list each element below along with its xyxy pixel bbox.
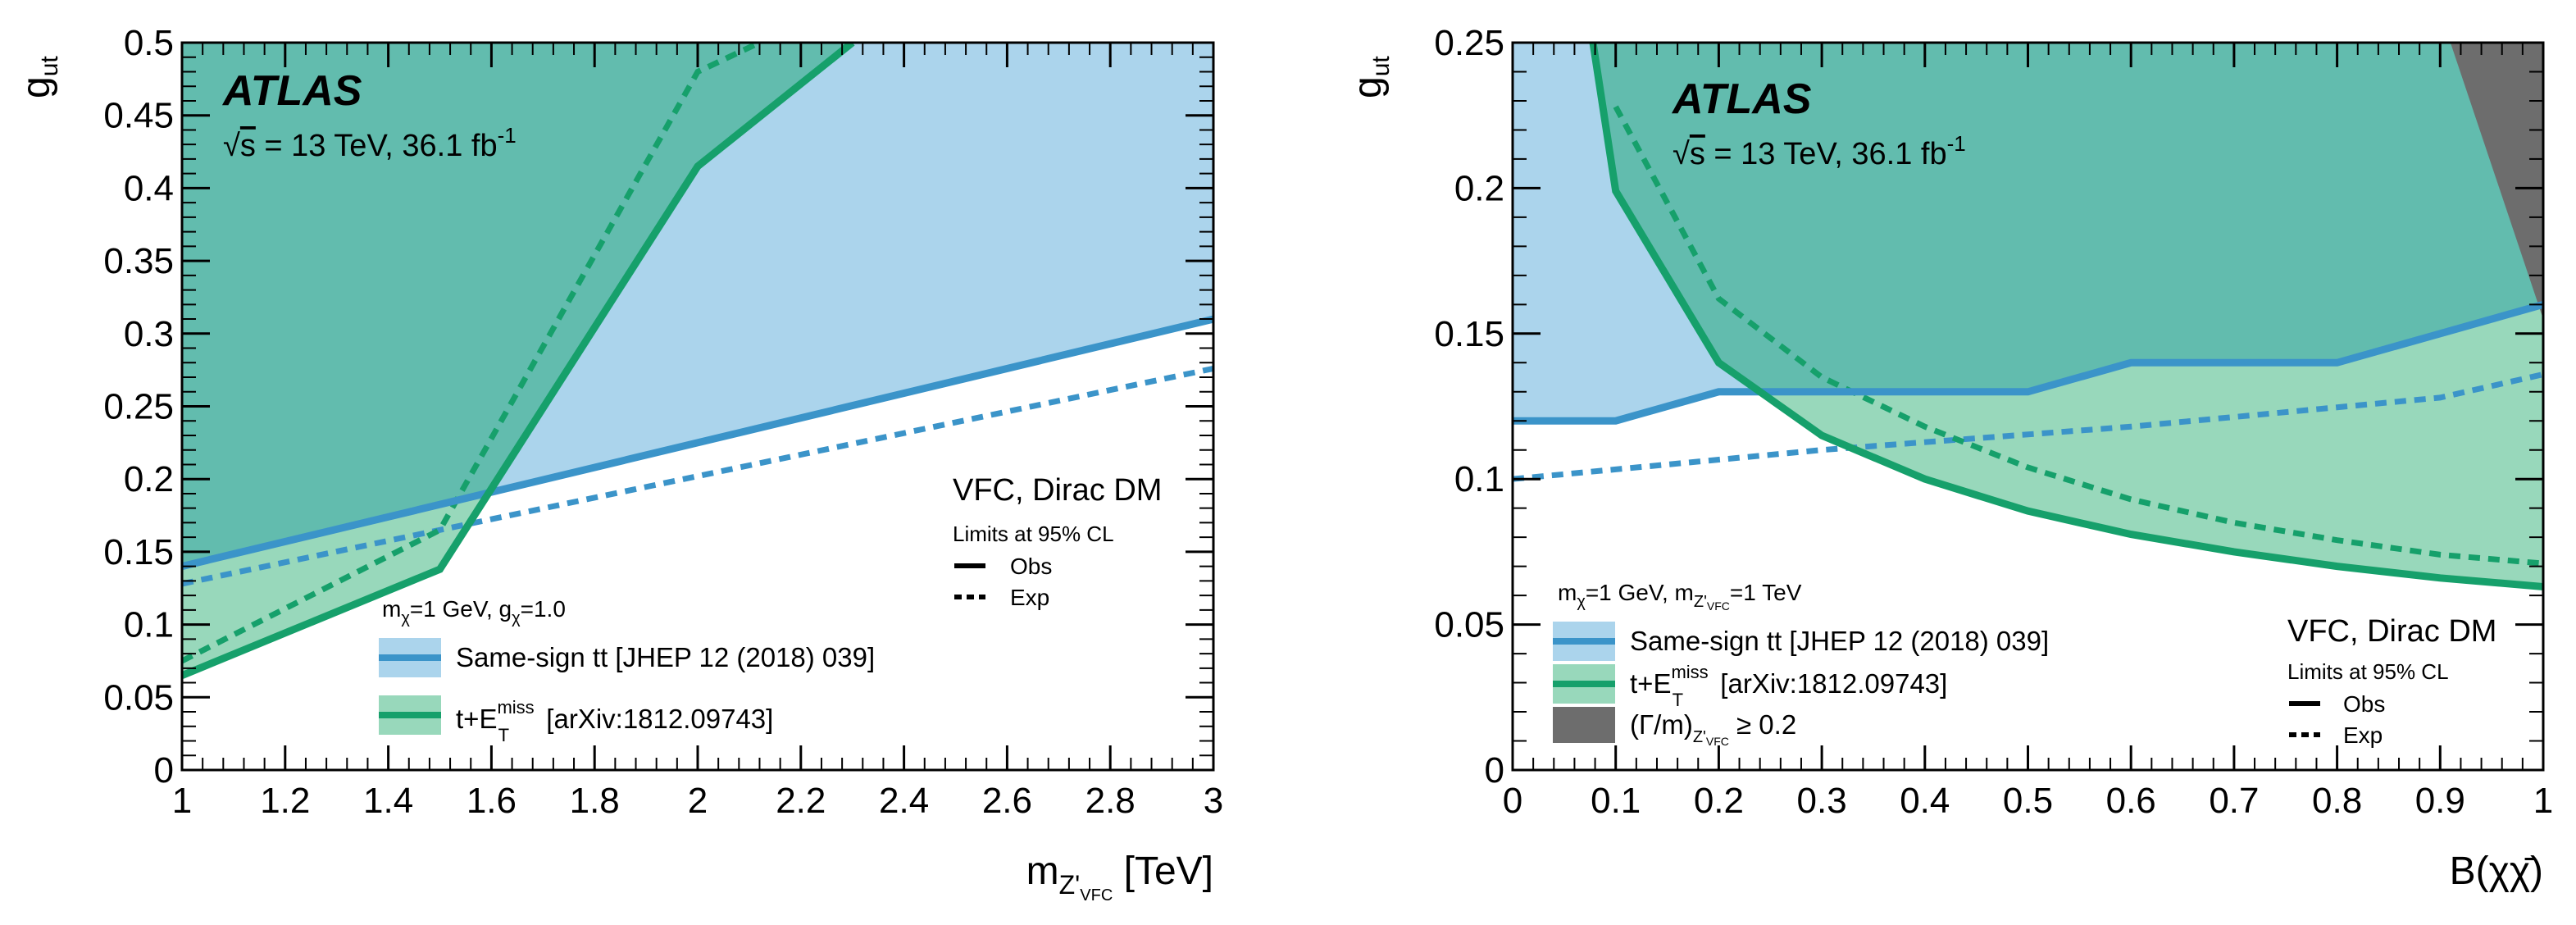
x-tick-label: 1.8 bbox=[570, 781, 620, 821]
model-label: VFC, Dirac DM bbox=[2287, 614, 2496, 649]
left-chart: 1 1.2 1.4 1.6 1.8 2 2.2 2.4 2.6 2.8 3 0 0.05 0.1 0.15 0… bbox=[15, 23, 1223, 904]
y-tick-label: 0.1 bbox=[124, 605, 174, 645]
right-chart: 0 0.1 0.2 0.3 0.4 0.5 0.6 0.7 0.8 0.9 1 0 0.05 0.1 0.1… bbox=[1346, 23, 2553, 893]
x-axis-title: B(χχ̄) bbox=[2450, 850, 2543, 893]
y-tick-label: 0.25 bbox=[1434, 23, 1504, 63]
y-tick-label: 0.15 bbox=[103, 532, 174, 572]
exp-legend-label: Exp bbox=[1010, 585, 1049, 610]
overlap-excluded-area bbox=[182, 43, 853, 567]
samesign-legend-label: Same-sign tt [JHEP 12 (2018) 039] bbox=[1630, 626, 2049, 656]
axis-ticks: 1 1.2 1.4 1.6 1.8 2 2.2 2.4 2.6 2.8 3 0 0.05 0.1 0.15 0… bbox=[103, 23, 1223, 821]
x-tick-label: 2 bbox=[688, 781, 708, 821]
y-tick-label: 0.4 bbox=[124, 168, 174, 208]
x-tick-label: 0.5 bbox=[2003, 781, 2053, 821]
x-tick-label: 0.4 bbox=[1900, 781, 1950, 821]
x-tick-label: 1 bbox=[2533, 781, 2553, 821]
y-axis-title: gut bbox=[1346, 56, 1395, 98]
x-tick-label: 1.4 bbox=[363, 781, 413, 821]
width-legend-label: (Γ/m)Z'VFC ≥ 0.2 bbox=[1630, 709, 1796, 748]
tmet-expected-line bbox=[182, 43, 761, 664]
x-tick-label: 3 bbox=[1204, 781, 1223, 821]
samesign-legend-label: Same-sign tt [JHEP 12 (2018) 039] bbox=[456, 642, 875, 672]
x-tick-label: 0.6 bbox=[2106, 781, 2156, 821]
exp-legend-label: Exp bbox=[2343, 722, 2383, 748]
x-tick-label: 2.8 bbox=[1085, 781, 1136, 821]
y-tick-label: 0.05 bbox=[103, 677, 174, 718]
x-tick-label: 1.2 bbox=[260, 781, 310, 821]
y-tick-label: 0.1 bbox=[1454, 459, 1504, 499]
samesign-observed-line bbox=[182, 315, 1213, 570]
model-label: VFC, Dirac DM bbox=[953, 473, 1162, 508]
energy-lumi-label: √s = 13 TeV, 36.1 fb-1 bbox=[223, 123, 517, 163]
width-legend-swatch bbox=[1553, 707, 1615, 743]
axis-ticks: 0 0.1 0.2 0.3 0.4 0.5 0.6 0.7 0.8 0.9 1 0 0.05 0.1 0.1… bbox=[1434, 23, 2553, 821]
width-constraint-area bbox=[2450, 43, 2543, 320]
tmet-observed-line bbox=[182, 43, 855, 679]
y-tick-label: 0.2 bbox=[1454, 168, 1504, 208]
y-tick-label: 0.45 bbox=[103, 96, 174, 136]
x-tick-label: 0.7 bbox=[2209, 781, 2259, 821]
x-axis-title: mZ'VFC [TeV] bbox=[1026, 850, 1213, 904]
y-tick-label: 0.25 bbox=[103, 387, 174, 427]
y-tick-label: 0 bbox=[1485, 750, 1504, 791]
energy-lumi-label: √s = 13 TeV, 36.1 fb-1 bbox=[1673, 131, 1966, 171]
atlas-label: ATLAS bbox=[1671, 75, 1812, 123]
tmet-legend-label: t+Emiss T [arXiv:1812.09743] bbox=[1630, 662, 1947, 710]
cl-label: Limits at 95% CL bbox=[2287, 659, 2449, 684]
tmet-expected-line bbox=[1613, 105, 2543, 567]
x-tick-label: 1 bbox=[172, 781, 192, 821]
obs-legend-label: Obs bbox=[1010, 554, 1052, 579]
x-tick-label: 0.8 bbox=[2312, 781, 2362, 821]
params-label: mχ=1 GeV, mZ'VFC=1 TeV bbox=[1558, 580, 1802, 613]
x-tick-label: 0.3 bbox=[1797, 781, 1847, 821]
overlap-excluded-area bbox=[1593, 43, 2543, 421]
samesign-observed-line bbox=[1513, 300, 2543, 425]
y-tick-label: 0.3 bbox=[124, 314, 174, 354]
x-tick-label: 0.2 bbox=[1694, 781, 1744, 821]
samesign-expected-line bbox=[1513, 371, 2543, 482]
y-tick-label: 0.15 bbox=[1434, 314, 1504, 354]
tmet-legend-label: t+Emiss T [arXiv:1812.09743] bbox=[456, 697, 773, 745]
atlas-label: ATLAS bbox=[221, 67, 362, 115]
y-tick-label: 0.2 bbox=[124, 459, 174, 499]
x-tick-label: 0 bbox=[1503, 781, 1522, 821]
y-tick-label: 0.5 bbox=[124, 23, 174, 63]
x-tick-label: 0.1 bbox=[1591, 781, 1641, 821]
y-axis-title: gut bbox=[15, 56, 63, 98]
y-tick-label: 0 bbox=[154, 750, 174, 791]
x-tick-label: 2.2 bbox=[776, 781, 826, 821]
cl-label: Limits at 95% CL bbox=[953, 522, 1114, 546]
params-label: mχ=1 GeV, gχ=1.0 bbox=[382, 596, 566, 627]
x-tick-label: 2.6 bbox=[982, 781, 1032, 821]
y-tick-label: 0.35 bbox=[103, 241, 174, 281]
x-tick-label: 0.9 bbox=[2415, 781, 2465, 821]
tmet-observed-line bbox=[1589, 43, 2543, 590]
x-tick-label: 2.4 bbox=[879, 781, 929, 821]
y-tick-label: 0.05 bbox=[1434, 605, 1504, 645]
x-tick-label: 1.6 bbox=[467, 781, 517, 821]
obs-legend-label: Obs bbox=[2343, 691, 2385, 717]
